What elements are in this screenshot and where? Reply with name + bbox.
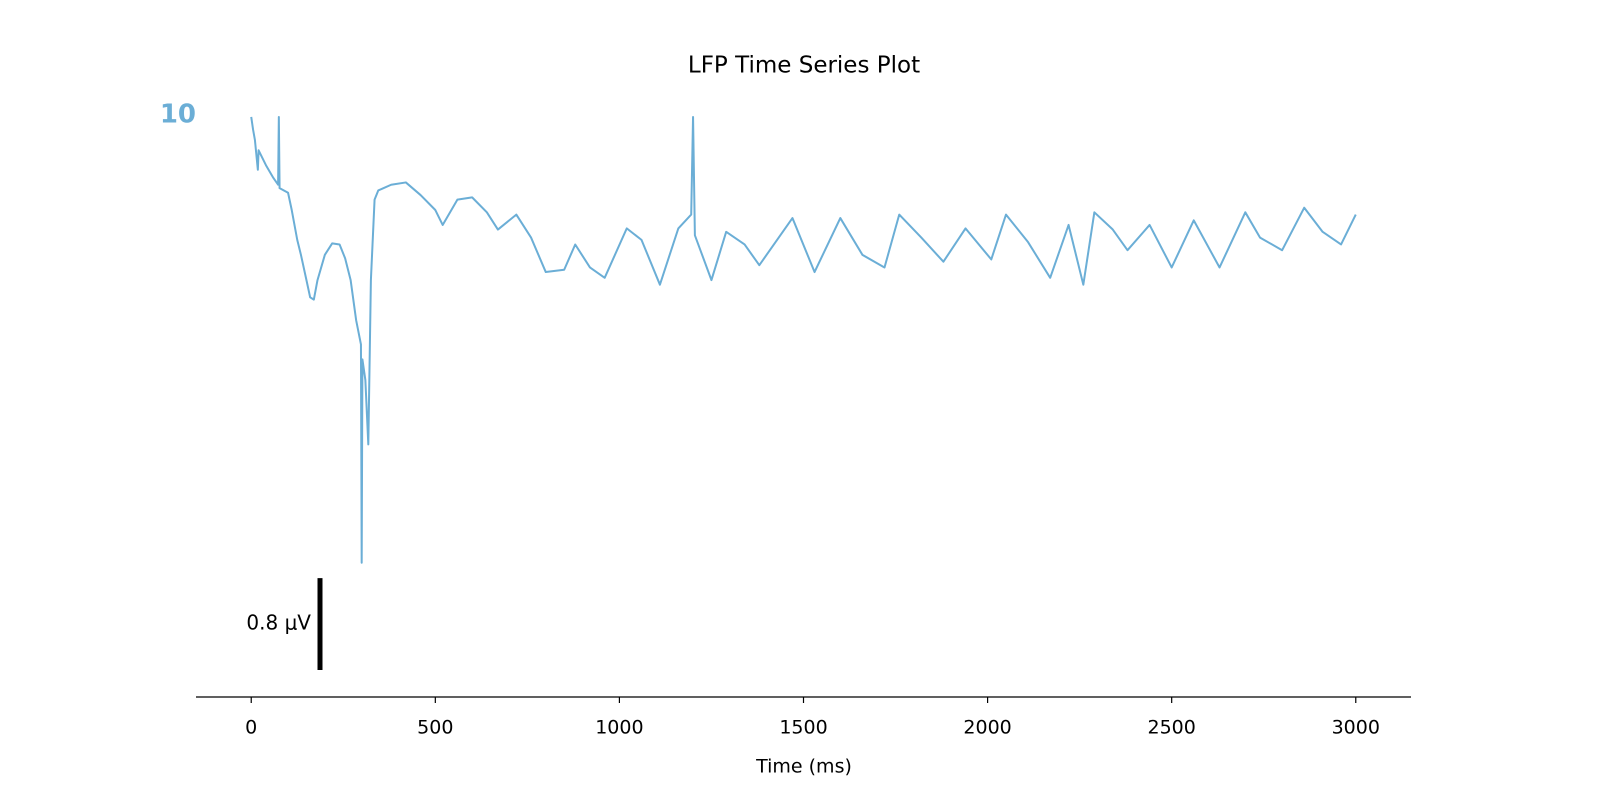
x-tick-label: 1000 [595, 717, 643, 739]
channel-label: 10 [160, 100, 196, 130]
x-tick-label: 2500 [1148, 717, 1196, 739]
x-tick-label: 1500 [779, 717, 827, 739]
x-axis-label: Time (ms) [755, 756, 852, 778]
x-tick-label: 500 [417, 717, 453, 739]
scale-bar-label: 0.8 μV [246, 611, 311, 635]
x-tick-label: 3000 [1332, 717, 1380, 739]
lfp-trace [250, 115, 1357, 564]
chart-title: LFP Time Series Plot [688, 53, 920, 79]
x-tick-label: 2000 [963, 717, 1011, 739]
x-tick-label: 0 [245, 717, 257, 739]
